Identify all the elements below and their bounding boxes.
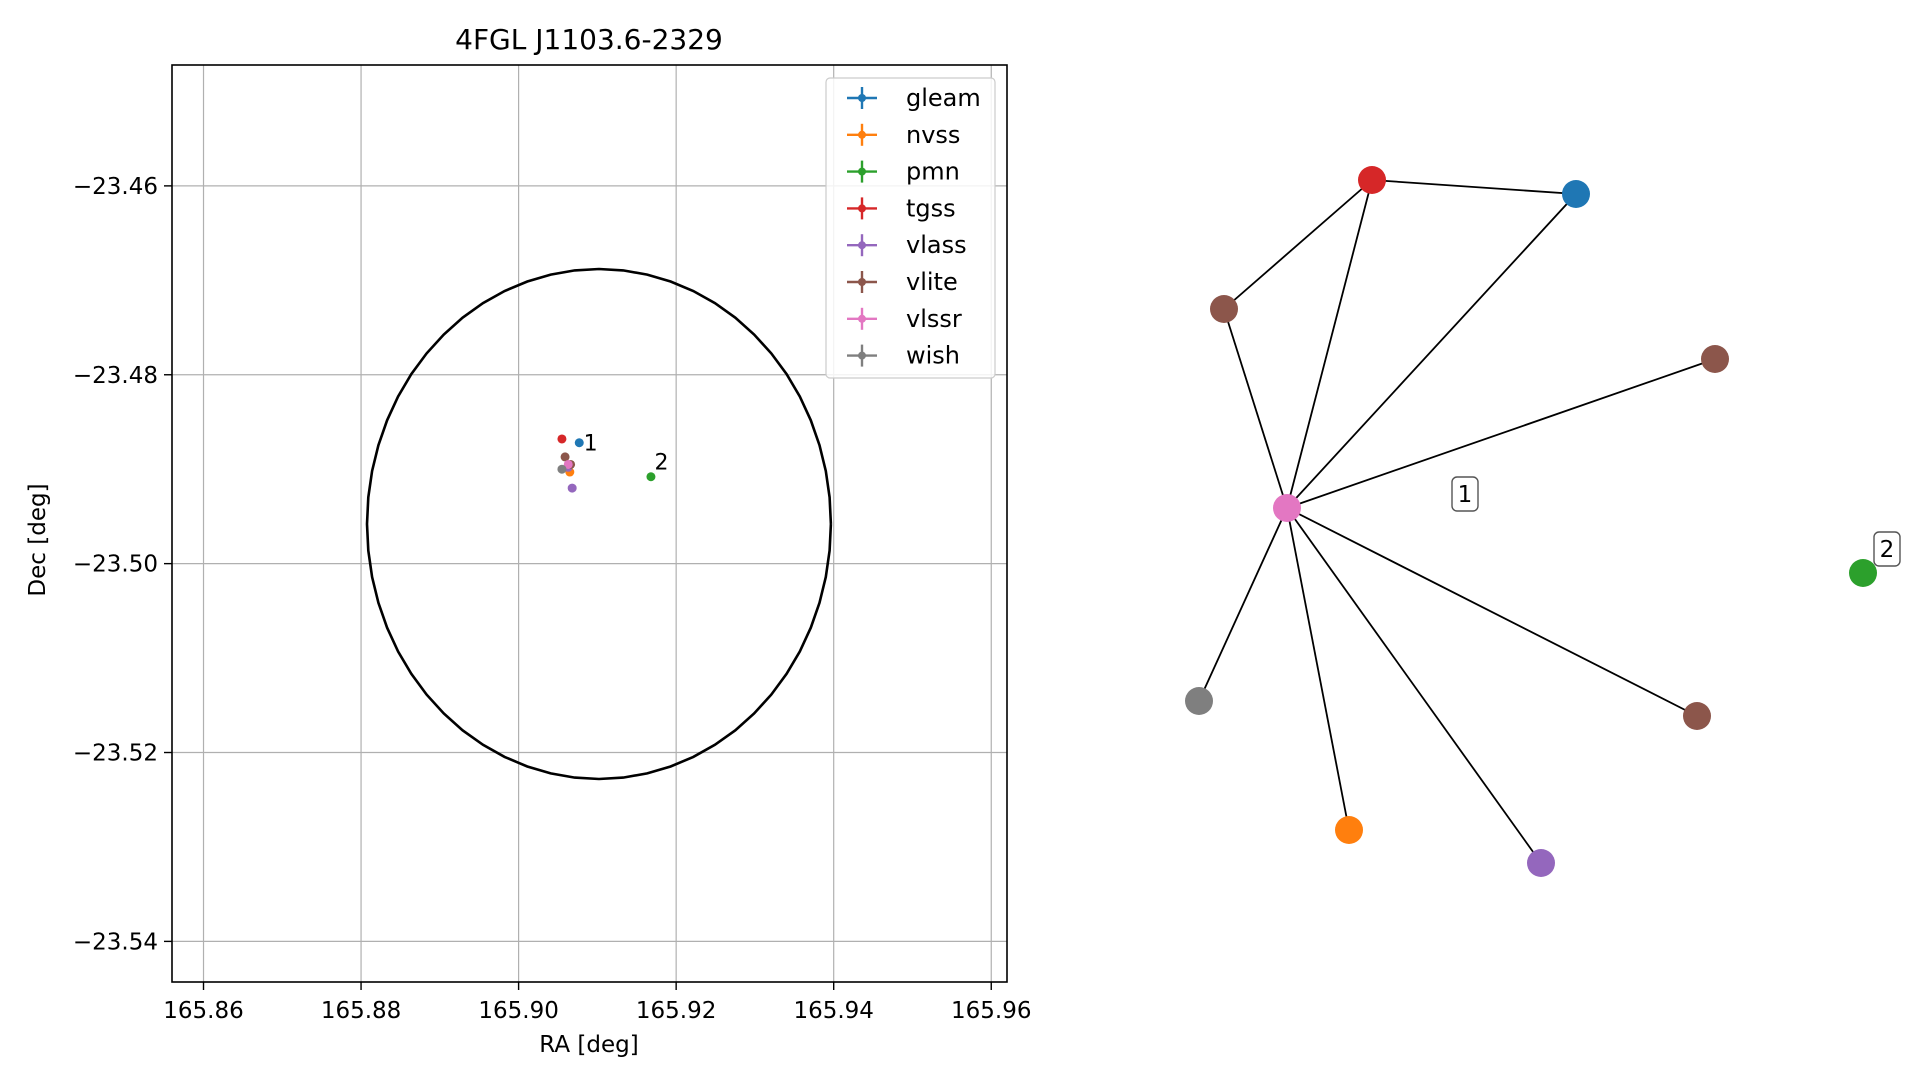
legend-entries: gleam nvss pmn tgss vlass vlite vlssr wish <box>847 84 981 370</box>
legend-marker-dot <box>858 167 866 176</box>
legend-entry-gleam: gleam <box>847 84 981 112</box>
point-vlass <box>567 483 577 493</box>
legend-marker-dot <box>858 314 866 323</box>
legend-label: tgss <box>906 194 956 222</box>
point-annotation: 2 <box>655 451 669 476</box>
y-tick-label: −23.54 <box>73 929 158 955</box>
axes-frame <box>171 64 1008 983</box>
legend-marker-dot <box>858 130 866 139</box>
y-tick-label: −23.52 <box>73 741 158 767</box>
graph-node-nvss <box>1335 816 1363 844</box>
point-gleam <box>574 438 584 448</box>
legend-marker-dot <box>858 278 866 286</box>
group-label-box <box>1451 476 1479 512</box>
legend-frame <box>825 77 996 379</box>
legend-entry-vlite: vlite <box>847 268 958 296</box>
legend-label: vlssr <box>906 305 962 333</box>
graph-edge <box>1198 507 1288 702</box>
y-tick-label: −23.48 <box>73 363 158 389</box>
legend-marker-dot <box>858 94 866 102</box>
graph-edge <box>1223 179 1373 310</box>
y-axis-label: Dec [deg] <box>25 483 51 596</box>
legend-marker-dot <box>858 351 866 360</box>
legend-entry-pmn: pmn <box>847 158 960 186</box>
graph-edges <box>1198 179 1716 864</box>
point-vlssr <box>563 459 573 469</box>
graph-node-vlssr <box>1273 494 1301 522</box>
graph-edge <box>1371 179 1577 195</box>
chart-title: 4FGL J1103.6-2329 <box>455 23 723 56</box>
graph-node-tgss <box>1358 166 1386 194</box>
data-points <box>557 434 656 493</box>
graph-node-vlite_c <box>1683 702 1711 730</box>
y-tick-label: −23.50 <box>73 552 158 578</box>
legend-label: nvss <box>906 121 960 149</box>
graph-edge <box>1223 308 1288 509</box>
legend-entry-tgss: tgss <box>847 194 956 222</box>
graph-edge <box>1286 193 1577 509</box>
x-tick-label: 165.94 <box>793 998 873 1024</box>
graph-node-wish <box>1185 687 1213 715</box>
x-tick-label: 165.92 <box>636 998 716 1024</box>
x-tick-label: 165.96 <box>951 998 1031 1024</box>
x-tick-label: 165.86 <box>163 998 243 1024</box>
legend-entry-nvss: nvss <box>847 121 960 149</box>
group-label-text: 1 <box>1458 482 1473 508</box>
x-tick-label: 165.88 <box>321 998 401 1024</box>
graph-node-gleam <box>1562 180 1590 208</box>
x-axis-label: RA [deg] <box>539 1032 638 1058</box>
y-tick-label: −23.46 <box>73 174 158 200</box>
graph-nodes <box>1185 166 1877 877</box>
point-wish <box>557 464 567 474</box>
legend-entry-vlssr: vlssr <box>847 305 962 333</box>
error-circle-outline <box>365 267 833 781</box>
error-circle <box>365 267 833 781</box>
legend-label: gleam <box>906 84 981 112</box>
graph-edge <box>1286 358 1716 509</box>
legend: gleam nvss pmn tgss vlass vlite vlssr wish <box>825 77 996 379</box>
group-label-text: 2 <box>1880 537 1895 563</box>
graph-node-vlite_b <box>1701 345 1729 373</box>
graph-edge <box>1286 507 1350 831</box>
point-annotations: 12 <box>584 432 669 476</box>
group-label-box <box>1873 531 1901 567</box>
graph-group-labels: 12 <box>1451 476 1901 567</box>
graph-edge <box>1286 507 1542 864</box>
network-graph: 12 <box>1185 166 1901 877</box>
graph-edge <box>1286 179 1373 509</box>
graph-node-vlite_a <box>1210 295 1238 323</box>
group-label-1: 1 <box>1451 476 1479 512</box>
point-pmn <box>646 472 656 482</box>
legend-marker-dot <box>858 241 866 250</box>
legend-label: vlass <box>906 231 967 259</box>
legend-label: wish <box>906 342 960 370</box>
graph-node-vlass <box>1527 849 1555 877</box>
legend-label: pmn <box>906 158 960 186</box>
graph-node-pmn <box>1849 559 1877 587</box>
y-axis-ticks: −23.46 −23.48 −23.50 −23.52 −23.54 <box>73 174 172 955</box>
x-tick-label: 165.90 <box>478 998 558 1024</box>
graph-edge <box>1286 507 1698 717</box>
legend-entry-vlass: vlass <box>847 231 967 259</box>
x-axis-ticks: 165.86 165.88 165.90 165.92 165.94 165.96 <box>163 982 1031 1024</box>
legend-entry-wish: wish <box>847 342 960 370</box>
legend-label: vlite <box>906 268 958 296</box>
point-vlite <box>560 452 570 462</box>
group-label-2: 2 <box>1873 531 1901 567</box>
sky-plot: 12 165.86 165.88 165.90 165.92 165.94 165.96 … <box>25 23 1031 1058</box>
point-annotation: 1 <box>584 432 598 457</box>
legend-marker-dot <box>858 204 866 213</box>
point-tgss <box>557 434 567 444</box>
